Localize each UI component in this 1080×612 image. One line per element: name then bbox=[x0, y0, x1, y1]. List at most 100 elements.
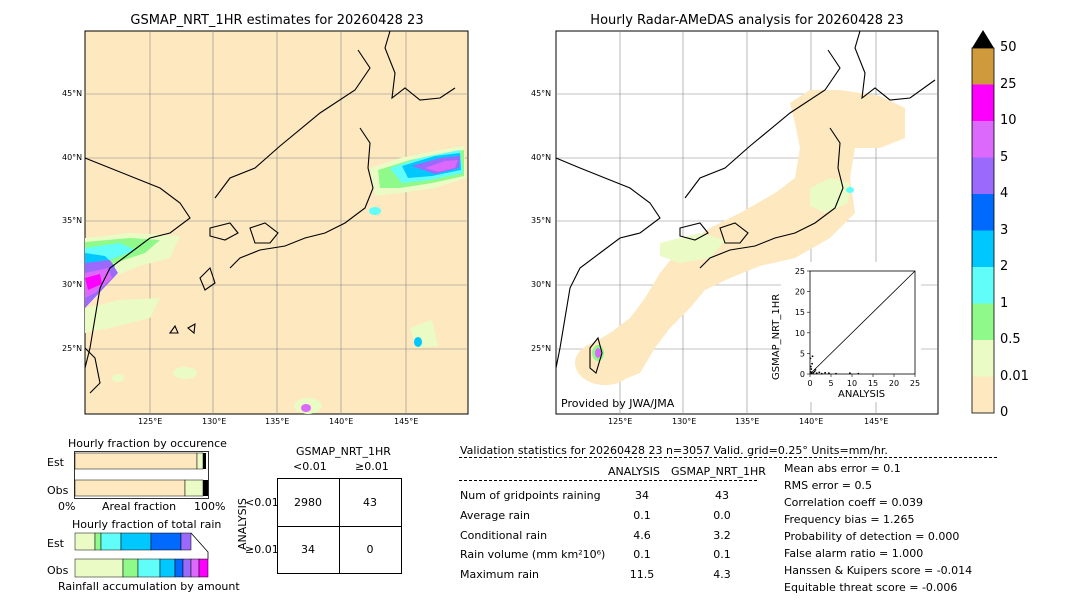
scatter-y-tick-label: 20 bbox=[795, 288, 805, 297]
left-lon-125: 125°E bbox=[138, 417, 163, 426]
rain-est-label: Est bbox=[47, 537, 64, 550]
contingency-row-ge: ≥0.01 bbox=[245, 543, 279, 556]
scatter-point bbox=[849, 372, 851, 375]
left-lat-40: 40°N bbox=[62, 153, 83, 162]
scatter-y-tick-label: 0 bbox=[800, 370, 805, 379]
colorbar-segment bbox=[972, 84, 994, 121]
scatter-x-tick-label: 10 bbox=[847, 379, 857, 388]
right-lat-40: 40°N bbox=[531, 153, 552, 162]
stat-row-analysis: 0.1 bbox=[633, 548, 651, 561]
scatter-point bbox=[810, 372, 813, 375]
stat-row-gsmap: 3.2 bbox=[713, 529, 731, 542]
scatter-y-tick-label: 10 bbox=[795, 329, 805, 338]
contingency-cell-21: 34 bbox=[301, 543, 315, 556]
colorbar-segment bbox=[972, 267, 994, 304]
scatter-point bbox=[820, 372, 823, 375]
scatter-point bbox=[814, 368, 817, 371]
colorbar-segment bbox=[972, 194, 994, 231]
left-map-grid bbox=[85, 31, 468, 414]
right-lon-140: 140°E bbox=[799, 417, 824, 426]
colorbar-tick-label: 10 bbox=[1000, 113, 1017, 128]
scatter-point bbox=[809, 357, 812, 360]
occ-obs-bar-none bbox=[74, 479, 186, 497]
colorbar-segment bbox=[972, 340, 994, 377]
score-line: Correlation coeff = 0.039 bbox=[784, 496, 923, 509]
occurrence-obs-label: Obs bbox=[47, 484, 69, 497]
colorbar-tick-label: 2 bbox=[1000, 259, 1009, 274]
occ-obs-bar-rain bbox=[184, 479, 204, 497]
right-lat-45: 45°N bbox=[531, 89, 552, 98]
occ-obs-bar-edge bbox=[203, 480, 208, 496]
occurrence-title: Hourly fraction by occurence bbox=[68, 437, 227, 450]
scatter-y-tick-label: 15 bbox=[795, 308, 805, 317]
stat-row-analysis: 11.5 bbox=[629, 568, 655, 581]
radar-credit: Provided by JWA/JMA bbox=[561, 397, 675, 410]
stat-row-label: Maximum rain bbox=[460, 568, 539, 581]
scatter-x-tick-label: 20 bbox=[889, 379, 899, 388]
occ-est-bar-edge bbox=[203, 453, 206, 469]
left-lon-145: 145°E bbox=[394, 417, 419, 426]
right-lat-25: 25°N bbox=[531, 344, 552, 353]
colorbar-tick-label: 3 bbox=[1000, 222, 1009, 238]
stat-row-gsmap: 0.0 bbox=[713, 509, 731, 522]
validation-header: Validation statistics for 20260428 23 n=… bbox=[460, 444, 888, 457]
scatter-point bbox=[828, 372, 830, 375]
scatter-point bbox=[813, 370, 816, 373]
stat-row-gsmap: 0.1 bbox=[713, 548, 731, 561]
scatter-point bbox=[815, 372, 818, 375]
colorbar-tick-label: 1 bbox=[1000, 295, 1009, 311]
scatter-y-tick-label: 25 bbox=[795, 267, 805, 276]
scatter-point bbox=[835, 372, 837, 375]
contingency-cell-22: 0 bbox=[366, 543, 374, 556]
colorbar-outline bbox=[971, 47, 995, 414]
contingency-cell-12: 43 bbox=[363, 496, 377, 509]
scatter-point bbox=[812, 371, 815, 374]
left-lon-130: 130°E bbox=[202, 417, 227, 426]
colorbar-tick-label: 0.01 bbox=[1000, 368, 1029, 384]
scatter-point bbox=[824, 371, 827, 374]
stat-row-label: Conditional rain bbox=[460, 529, 548, 542]
stat-row-analysis: 0.1 bbox=[633, 509, 651, 522]
rain-fraction-footer: Rainfall accumulation by amount bbox=[58, 580, 240, 593]
colorbar-segment bbox=[972, 230, 994, 267]
left-lon-140: 140°E bbox=[329, 417, 354, 426]
occ-est-bar-none bbox=[74, 452, 198, 470]
right-lat-30: 30°N bbox=[531, 280, 552, 289]
score-line: False alarm ratio = 1.000 bbox=[784, 547, 924, 560]
scatter-y-tick-label: 5 bbox=[800, 349, 805, 358]
right-map-title: Hourly Radar-AMeDAS analysis for 2026042… bbox=[590, 13, 904, 28]
colorbar-tick-label: 4 bbox=[1000, 186, 1009, 201]
right-lon-135: 135°E bbox=[735, 417, 760, 426]
right-lon-130: 130°E bbox=[672, 417, 697, 426]
score-line: Mean abs error = 0.1 bbox=[784, 462, 901, 475]
contingency-col-title: GSMAP_NRT_1HR bbox=[296, 445, 391, 458]
stat-row-gsmap: 4.3 bbox=[713, 568, 731, 581]
occurrence-bars bbox=[74, 451, 209, 499]
contingency-col-lt: <0.01 bbox=[293, 460, 327, 473]
scatter-point bbox=[857, 372, 860, 375]
colorbar-segment bbox=[972, 303, 994, 340]
right-lon-125: 125°E bbox=[608, 417, 633, 426]
score-line: RMS error = 0.5 bbox=[784, 479, 872, 492]
occurrence-axis-left: 0% bbox=[58, 500, 76, 513]
rain-fraction-bars bbox=[74, 532, 209, 578]
scatter-ylabel: GSMAP_NRT_1HR bbox=[771, 293, 782, 380]
occurrence-axis-right: 100% bbox=[194, 500, 226, 513]
contingency-col-ge: ≥0.01 bbox=[355, 460, 389, 473]
colorbar-segment bbox=[972, 376, 994, 413]
scatter-point bbox=[809, 365, 812, 368]
contingency-grid bbox=[277, 478, 402, 574]
scatter-x-tick-label: 15 bbox=[868, 379, 878, 388]
left-lon-135: 135°E bbox=[265, 417, 290, 426]
scatter-point bbox=[811, 355, 814, 358]
right-lon-145: 145°E bbox=[864, 417, 889, 426]
left-map-frame bbox=[84, 30, 469, 415]
stat-row-analysis: 4.6 bbox=[633, 529, 651, 542]
stat-row-gsmap: 43 bbox=[715, 489, 729, 502]
score-line: Equitable threat score = -0.006 bbox=[784, 581, 958, 594]
left-lat-25: 25°N bbox=[62, 344, 83, 353]
colorbar-segment bbox=[972, 121, 994, 158]
scatter-plot: 0 5 10 15 20 25 0 5 10 15 20 25 bbox=[795, 267, 920, 388]
validation-col-rule bbox=[459, 480, 757, 481]
right-map-coast bbox=[555, 30, 936, 374]
